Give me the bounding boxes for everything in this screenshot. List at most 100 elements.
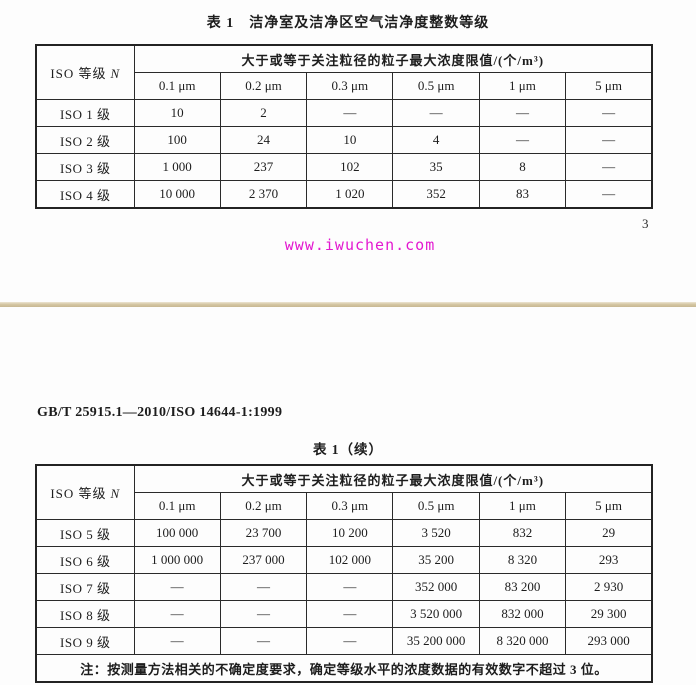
cell-value: 10 [133,99,221,127]
cell-value: 8 [478,153,567,181]
table1-subheader-row: 0.1 μm 0.2 μm 0.3 μm 0.5 μm 1 μm 5 μm [36,72,653,100]
cell-value: — [565,126,653,154]
table-row-iso6: ISO 6 级 1 000 000 237 000 102 000 35 200… [35,546,653,574]
particle-size-header: 1 μm [478,492,567,520]
cell-value: 83 [478,180,567,209]
cell-value: 29 [565,519,653,547]
cell-value: — [306,600,394,628]
table2-subheader-row: 0.1 μm 0.2 μm 0.3 μm 0.5 μm 1 μm 5 μm [36,492,653,520]
particle-size-header: 0.1 μm [133,492,221,520]
table-note-row: 注：按测量方法相关的不确定度要求，确定等级水平的浓度数据的有效数字不超过 3 位… [35,654,653,683]
table-row-iso5: ISO 5 级 100 000 23 700 10 200 3 520 832 … [35,519,653,547]
row-label: ISO 8 级 [35,600,135,628]
table1-header-row: ISO 等级 N 大于或等于关注粒径的粒子最大浓度限值/(个/m³) [35,44,653,100]
cell-value: 293 000 [565,627,653,655]
cell-value: — [306,627,394,655]
cell-value: 4 [392,126,480,154]
cleanliness-class-table-continued: ISO 等级 N 大于或等于关注粒径的粒子最大浓度限值/(个/m³) 0.1 μm… [35,464,653,683]
cell-value: 352 [392,180,480,209]
cell-value: 2 [219,99,308,127]
cell-value: 293 [565,546,653,574]
cell-value: 100 000 [133,519,221,547]
cell-value: 1 000 [133,153,221,181]
particle-size-header: 0.2 μm [219,72,308,100]
cell-value: — [478,99,567,127]
cell-value: 352 000 [392,573,480,601]
particle-size-header: 0.5 μm [392,72,480,100]
cell-value: — [306,573,394,601]
cell-value: 1 020 [306,180,394,209]
cell-value: — [478,126,567,154]
cell-value: — [565,153,653,181]
cell-value: 2 930 [565,573,653,601]
row-label: ISO 3 级 [35,153,135,181]
cell-value: 35 200 000 [392,627,480,655]
particle-size-header: 0.2 μm [219,492,308,520]
row-label: ISO 4 级 [35,180,135,209]
cell-value: 832 [478,519,567,547]
cell-value: 3 520 000 [392,600,480,628]
cell-value: — [565,99,653,127]
cell-value: 24 [219,126,308,154]
page-seam-divider [0,302,696,307]
table-row-iso9: ISO 9 级 — — — 35 200 000 8 320 000 293 0… [35,627,653,655]
table-row-iso7: ISO 7 级 — — — 352 000 83 200 2 930 [35,573,653,601]
cell-value: 29 300 [565,600,653,628]
cell-value: — [133,600,221,628]
cell-value: — [565,180,653,209]
table2-header-row: ISO 等级 N 大于或等于关注粒径的粒子最大浓度限值/(个/m³) [35,464,653,520]
standard-document-code: GB/T 25915.1—2010/ISO 14644-1:1999 [37,405,283,420]
iso-class-header-cell: ISO 等级 N [35,464,135,520]
cell-value: 237 [219,153,308,181]
cell-value: 102 000 [306,546,394,574]
page-number: 3 [642,216,649,231]
cell-value: 10 [306,126,394,154]
cell-value: 8 320 000 [478,627,567,655]
table-row-iso4: ISO 4 级 10 000 2 370 1 020 352 83 — [35,180,653,209]
cell-value: 35 200 [392,546,480,574]
cell-value: 2 370 [219,180,308,209]
table2-title: 表 1（续） [312,442,384,457]
table1-title: 表 1 洁净室及洁净区空气洁净度整数等级 [206,16,490,31]
iso-class-variable-n: N [110,66,121,81]
iso-class-header-text: ISO 等级 [50,486,107,501]
iso-class-header-cell: ISO 等级 N [35,44,135,100]
concentration-limit-header-cell: 大于或等于关注粒径的粒子最大浓度限值/(个/m³) [133,464,653,493]
table-row-iso8: ISO 8 级 — — — 3 520 000 832 000 29 300 [35,600,653,628]
cell-value: — [392,99,480,127]
particle-size-header: 5 μm [565,492,653,520]
cell-value: — [219,600,308,628]
table-row-iso1: ISO 1 级 10 2 — — — — [35,99,653,127]
iso-class-header-text: ISO 等级 [50,66,107,81]
cell-value: — [219,627,308,655]
cell-value: 1 000 000 [133,546,221,574]
watermark-text: www.iwuchen.com [284,236,436,254]
cell-value: 8 320 [478,546,567,574]
particle-size-header: 0.1 μm [133,72,221,100]
particle-size-header: 0.5 μm [392,492,480,520]
particle-size-header: 0.3 μm [306,492,394,520]
cell-value: — [306,99,394,127]
cell-value: 3 520 [392,519,480,547]
cell-value: 10 000 [133,180,221,209]
cell-value: 832 000 [478,600,567,628]
table-row-iso2: ISO 2 级 100 24 10 4 — — [35,126,653,154]
cell-value: 100 [133,126,221,154]
cell-value: — [219,573,308,601]
cell-value: — [133,573,221,601]
table-row-iso3: ISO 3 级 1 000 237 102 35 8 — [35,153,653,181]
cell-value: 237 000 [219,546,308,574]
row-label: ISO 5 级 [35,519,135,547]
cell-value: 23 700 [219,519,308,547]
particle-size-header: 0.3 μm [306,72,394,100]
cell-value: 102 [306,153,394,181]
row-label: ISO 2 级 [35,126,135,154]
row-label: ISO 6 级 [35,546,135,574]
row-label: ISO 1 级 [35,99,135,127]
particle-size-header: 1 μm [478,72,567,100]
concentration-limit-header-cell: 大于或等于关注粒径的粒子最大浓度限值/(个/m³) [133,44,653,73]
particle-size-header: 5 μm [565,72,653,100]
cell-value: — [133,627,221,655]
row-label: ISO 7 级 [35,573,135,601]
